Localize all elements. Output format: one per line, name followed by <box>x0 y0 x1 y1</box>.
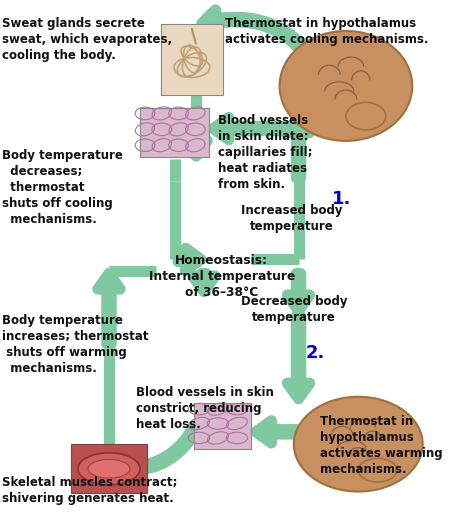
FancyBboxPatch shape <box>140 108 209 157</box>
Text: Body temperature
increases; thermostat
 shuts off warming
  mechanisms.: Body temperature increases; thermostat s… <box>2 314 148 375</box>
Ellipse shape <box>294 397 423 492</box>
Text: Blood vessels in skin
constrict, reducing
heat loss.: Blood vessels in skin constrict, reducin… <box>136 386 273 431</box>
Text: Thermostat in hypothalamus
activates cooling mechanisms.: Thermostat in hypothalamus activates coo… <box>225 17 428 46</box>
Text: 2.: 2. <box>306 344 325 362</box>
Text: Increased body
temperature: Increased body temperature <box>241 204 343 233</box>
Text: Homeostasis:
Internal temperature
of 36–38°C: Homeostasis: Internal temperature of 36–… <box>148 254 295 299</box>
Text: Sweat glands secrete
sweat, which evaporates,
cooling the body.: Sweat glands secrete sweat, which evapor… <box>2 17 172 62</box>
Ellipse shape <box>358 458 397 482</box>
FancyBboxPatch shape <box>194 403 251 449</box>
Text: Decreased body
temperature: Decreased body temperature <box>241 296 347 324</box>
Ellipse shape <box>279 31 412 141</box>
Text: Body temperature
  decreases;
  thermostat
shuts off cooling
  mechanisms.: Body temperature decreases; thermostat s… <box>2 149 123 226</box>
Text: 1.: 1. <box>332 190 351 208</box>
Ellipse shape <box>88 460 130 478</box>
FancyBboxPatch shape <box>161 24 223 95</box>
Text: Skeletal muscles contract;
shivering generates heat.: Skeletal muscles contract; shivering gen… <box>2 476 177 505</box>
Text: Blood vessels
in skin dilate:
capillaries fill;
heat radiates
from skin.: Blood vessels in skin dilate: capillarie… <box>218 114 313 191</box>
Ellipse shape <box>78 453 140 485</box>
Ellipse shape <box>346 102 386 130</box>
Text: Thermostat in
hypothalamus
activates warming
mechanisms.: Thermostat in hypothalamus activates war… <box>320 415 443 476</box>
FancyBboxPatch shape <box>71 444 147 494</box>
